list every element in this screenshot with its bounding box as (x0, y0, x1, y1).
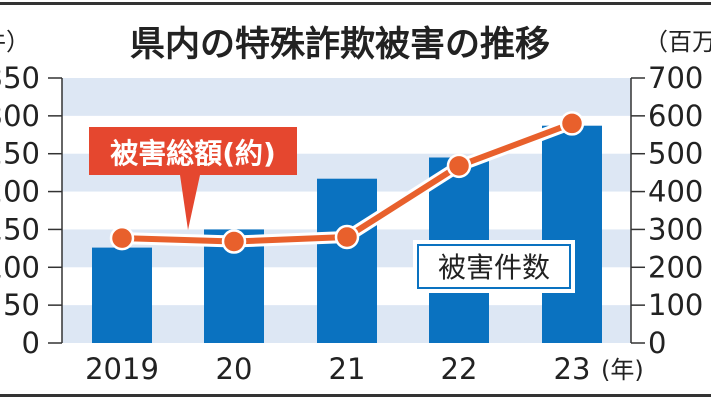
left-tick-label: 200 (0, 175, 40, 209)
line-callout-box (89, 127, 297, 230)
line-point-21 (334, 224, 360, 250)
right-tick-label: 300 (648, 212, 703, 246)
right-tick-label: 500 (648, 137, 703, 171)
grid-band (62, 78, 631, 116)
left-tick-label: 150 (0, 212, 40, 246)
bar-21 (317, 178, 377, 343)
right-tick-label: 400 (648, 175, 703, 209)
left-axis-unit: （件） (0, 28, 30, 56)
right-tick-label: 100 (648, 288, 703, 322)
left-tick-label: 350 (0, 61, 40, 95)
left-tick-label: 300 (0, 99, 40, 133)
x-tick-label: 21 (329, 352, 366, 386)
line-legend-label: 被害総額(約) (110, 137, 276, 170)
right-axis-unit: （百万円） (644, 28, 711, 56)
bar-2019 (92, 247, 152, 343)
right-tick-label: 0 (648, 326, 666, 360)
bar-23 (542, 125, 602, 343)
bar-legend-label: 被害件数 (438, 251, 550, 284)
bottom-border (0, 394, 711, 397)
line-point-22 (446, 153, 472, 179)
line-point-23 (559, 111, 585, 136)
chart-title: 県内の特殊詐欺被害の推移 (130, 25, 550, 65)
x-tick-label: 23 (554, 352, 591, 386)
left-tick-label: 250 (0, 137, 40, 171)
line-point-20 (221, 229, 247, 254)
left-tick-label: 0 (22, 326, 40, 360)
right-tick-label: 700 (648, 61, 703, 95)
x-axis-unit: (年) (601, 356, 644, 384)
line-point-2019 (109, 225, 135, 251)
right-tick-label: 200 (648, 250, 703, 284)
left-tick-label: 50 (3, 288, 40, 322)
x-tick-label: 20 (216, 352, 253, 386)
right-tick-label: 600 (648, 99, 703, 133)
bar-legend-box (417, 244, 571, 289)
top-border (0, 2, 711, 5)
x-tick-label: 2019 (85, 352, 159, 386)
x-tick-label: 22 (441, 352, 478, 386)
left-tick-label: 100 (0, 250, 40, 284)
